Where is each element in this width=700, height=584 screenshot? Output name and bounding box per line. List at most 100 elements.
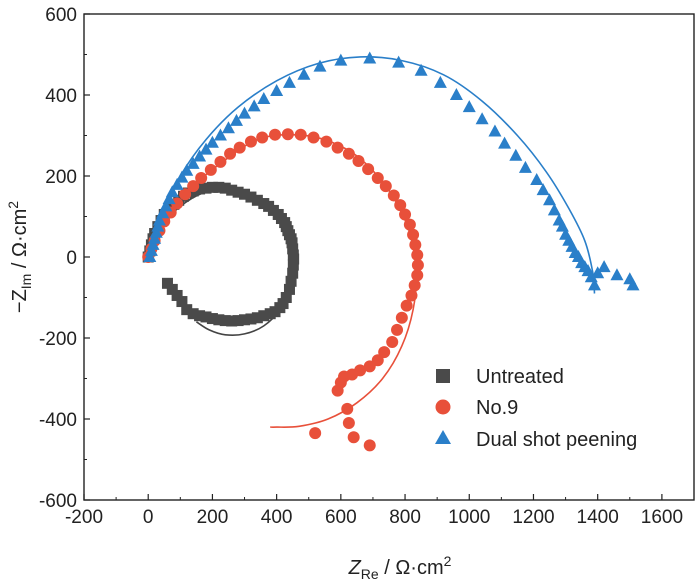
data-point-no-9 — [411, 269, 424, 282]
data-point-no-9 — [403, 218, 416, 231]
data-point-untreated — [251, 194, 263, 206]
data-point-no-9 — [400, 299, 413, 312]
data-point-untreated — [264, 308, 276, 320]
legend-item-untreated: Untreated — [436, 366, 564, 388]
data-point-no-9 — [307, 131, 320, 144]
data-point-dual-shot-peening — [536, 183, 550, 196]
legend-marker-triangle — [435, 430, 451, 444]
data-point-no-9 — [244, 135, 257, 148]
data-point-dual-shot-peening — [143, 250, 157, 262]
legend-label-dual-shot-peening: Dual shot peening — [476, 429, 637, 451]
data-point-untreated — [239, 188, 251, 200]
data-point-untreated — [251, 312, 263, 324]
data-point-no-9 — [363, 360, 376, 373]
data-point-dual-shot-peening — [152, 213, 166, 226]
data-point-no-9 — [233, 141, 246, 154]
y-axis-title-unit: / Ω·cm — [9, 209, 31, 274]
data-point-dual-shot-peening — [151, 219, 165, 232]
data-point-no-9 — [179, 188, 192, 201]
data-point-dual-shot-peening — [213, 128, 227, 141]
data-point-untreated — [287, 259, 299, 271]
data-point-dual-shot-peening — [247, 99, 261, 112]
data-point-dual-shot-peening — [518, 160, 532, 173]
legend: Untreated No.9 Dual shot peening — [435, 366, 637, 451]
data-point-no-9 — [405, 289, 418, 302]
legend-marker-circle — [435, 399, 451, 415]
legend-marker-square — [436, 369, 450, 383]
data-point-no-9 — [411, 248, 424, 261]
data-point-no-9 — [187, 180, 200, 193]
x-axis-title-sub: Re — [361, 566, 379, 582]
x-axis-title: ZRe / Ω·cm2 — [348, 553, 452, 582]
fit-curve-dual-shot-peening — [147, 56, 596, 294]
data-point-dual-shot-peening — [199, 142, 213, 155]
data-point-dual-shot-peening — [498, 136, 512, 149]
data-point-no-9 — [269, 128, 282, 141]
x-tick-label: 800 — [389, 507, 421, 528]
data-point-dual-shot-peening — [626, 278, 640, 291]
data-point-dual-shot-peening — [148, 231, 162, 244]
legend-label-untreated: Untreated — [476, 366, 564, 388]
data-point-no-9 — [399, 208, 412, 221]
data-point-untreated — [187, 308, 199, 320]
data-point-no-9 — [378, 346, 391, 359]
legend-item-no9: No.9 — [435, 397, 518, 419]
data-point-no-9 — [395, 311, 408, 324]
data-point-untreated — [226, 315, 238, 327]
axis-ticks: -200 0 200 400 600 800 1000 1200 1400 1600 -600 -40… — [39, 5, 683, 528]
y-tick-label: -600 — [39, 491, 77, 512]
data-point-no-9 — [256, 131, 269, 144]
y-tick-label: -200 — [39, 329, 77, 350]
data-point-untreated — [232, 315, 244, 327]
data-point-no-9 — [407, 228, 420, 241]
data-point-no-9 — [386, 336, 399, 349]
data-point-untreated — [287, 243, 299, 255]
data-point-untreated — [286, 237, 298, 249]
data-point-untreated — [245, 191, 257, 203]
data-point-no-9 — [394, 199, 407, 212]
data-point-dual-shot-peening — [230, 113, 243, 126]
data-point-dual-shot-peening — [488, 124, 502, 137]
data-point-dual-shot-peening — [180, 163, 194, 176]
data-point-dual-shot-peening — [433, 75, 447, 88]
data-point-dual-shot-peening — [257, 92, 271, 105]
data-point-dual-shot-peening — [597, 260, 611, 273]
data-point-no-9 — [409, 238, 422, 251]
data-point-no-9 — [379, 180, 392, 193]
data-point-untreated — [287, 267, 299, 279]
data-point-dual-shot-peening — [587, 278, 601, 291]
data-point-untreated — [206, 313, 218, 325]
data-point-no-9 — [214, 155, 227, 168]
x-axis-title-sup: 2 — [444, 553, 452, 569]
data-point-no-9 — [342, 417, 355, 430]
x-tick-label: 400 — [261, 507, 293, 528]
data-point-dual-shot-peening — [449, 88, 463, 100]
data-point-untreated — [206, 181, 218, 193]
data-point-dual-shot-peening — [334, 53, 348, 66]
data-point-untreated — [213, 181, 225, 193]
data-point-untreated — [171, 289, 183, 301]
data-point-untreated — [283, 283, 295, 295]
data-point-dual-shot-peening — [282, 75, 296, 88]
data-point-dual-shot-peening — [156, 206, 170, 219]
data-point-untreated — [213, 314, 225, 326]
data-point-no-9 — [411, 259, 424, 272]
data-point-no-9 — [320, 135, 333, 148]
y-tick-label: 200 — [45, 167, 77, 188]
data-point-no-9 — [171, 197, 184, 210]
data-point-no-9 — [281, 128, 294, 141]
y-tick-label: 600 — [45, 5, 77, 26]
data-point-untreated — [194, 310, 206, 322]
data-point-dual-shot-peening — [175, 170, 189, 183]
data-point-untreated — [245, 313, 257, 325]
data-point-no-9 — [352, 155, 365, 168]
data-point-untreated — [280, 292, 292, 303]
data-point-no-9 — [331, 384, 344, 397]
y-axis-title-main: −Z — [9, 289, 31, 313]
data-point-untreated — [194, 183, 206, 195]
data-point-untreated — [161, 277, 173, 289]
y-tick-label: 400 — [45, 86, 77, 107]
plot-frame — [83, 13, 695, 501]
y-tick-label: -400 — [39, 410, 77, 431]
data-point-no-9 — [294, 128, 307, 141]
